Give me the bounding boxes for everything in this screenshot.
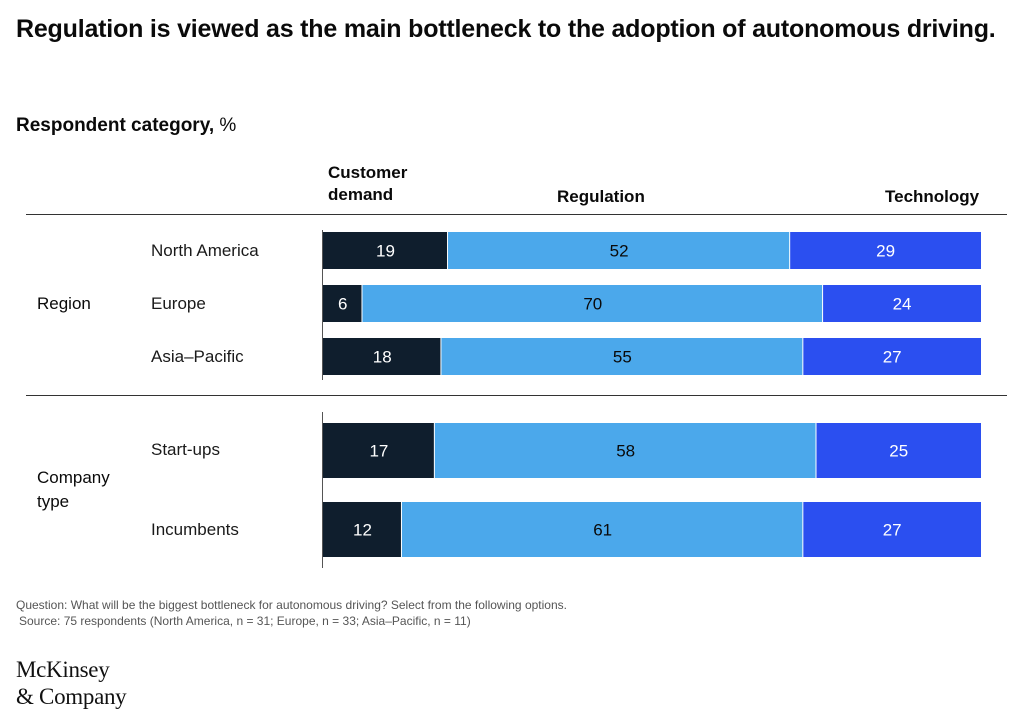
column-header-customer-demand: Customer demand <box>328 163 408 204</box>
bar-north-america-regulation <box>448 232 790 269</box>
data-label-north-america-customer-demand: 19 <box>376 242 395 261</box>
bar-europe-regulation <box>362 285 823 322</box>
group-label-region: Region <box>37 294 91 313</box>
data-label-europe-technology: 24 <box>893 295 912 314</box>
data-label-asia-pacific-regulation: 55 <box>613 348 632 367</box>
header-divider <box>26 214 1007 215</box>
bar-asia-pacific-technology <box>803 338 981 375</box>
bar-incumbents-technology <box>803 502 981 557</box>
bar-north-america-customer-demand <box>323 232 448 269</box>
data-label-incumbents-technology: 27 <box>883 521 902 540</box>
footnote-question: Question: What will be the biggest bottl… <box>16 598 567 612</box>
data-label-north-america-technology: 29 <box>876 242 895 261</box>
group-label-company-type: Company type <box>37 468 110 511</box>
data-label-europe-regulation: 70 <box>583 295 602 314</box>
data-label-start-ups-regulation: 58 <box>616 442 635 461</box>
data-label-europe-customer-demand: 6 <box>338 295 347 314</box>
axis-line-region <box>322 230 323 380</box>
data-label-incumbents-customer-demand: 12 <box>353 521 372 540</box>
bar-start-ups-regulation <box>434 423 816 478</box>
stacked-bar-chart: 19 52 29 6 70 24 18 55 27 17 58 25 12 61 27 <box>323 232 981 557</box>
bar-start-ups-technology <box>816 423 981 478</box>
row-label-incumbents: Incumbents <box>151 520 239 539</box>
group-divider <box>26 395 1007 396</box>
bar-asia-pacific-regulation <box>441 338 803 375</box>
axis-line-company-type <box>322 412 323 568</box>
data-label-north-america-regulation: 52 <box>610 242 629 261</box>
bar-start-ups-customer-demand <box>323 423 434 478</box>
footnote-source: Source: 75 respondents (North America, n… <box>19 614 471 628</box>
bar-incumbents-regulation <box>401 502 803 557</box>
data-label-start-ups-technology: 25 <box>889 442 908 461</box>
subtitle-unit: % <box>219 115 237 136</box>
row-label-europe: Europe <box>151 294 206 313</box>
column-header-technology: Technology <box>885 187 980 206</box>
data-label-incumbents-regulation: 61 <box>593 521 612 540</box>
bar-asia-pacific-customer-demand <box>323 338 441 375</box>
data-label-asia-pacific-customer-demand: 18 <box>373 348 392 367</box>
bar-incumbents-customer-demand <box>323 502 401 557</box>
data-label-start-ups-customer-demand: 17 <box>369 442 388 461</box>
logo-line-2: & Company <box>16 684 127 709</box>
subtitle-label: Respondent category, <box>16 115 215 136</box>
data-label-asia-pacific-technology: 27 <box>883 348 902 367</box>
mckinsey-logo: McKinsey & Company <box>16 656 127 710</box>
bar-europe-technology <box>823 285 981 322</box>
row-label-asia-pacific: Asia–Pacific <box>151 347 244 366</box>
bar-europe-customer-demand <box>323 285 362 322</box>
footnote: Question: What will be the biggest bottl… <box>16 597 567 629</box>
row-label-start-ups: Start-ups <box>151 440 220 459</box>
bar-north-america-technology <box>790 232 981 269</box>
chart-title: Regulation is viewed as the main bottlen… <box>16 15 996 43</box>
chart-subtitle: Respondent category, % <box>16 114 236 138</box>
column-header-regulation: Regulation <box>557 187 645 206</box>
logo-line-1: McKinsey <box>16 657 110 682</box>
row-label-north-america: North America <box>151 241 259 260</box>
